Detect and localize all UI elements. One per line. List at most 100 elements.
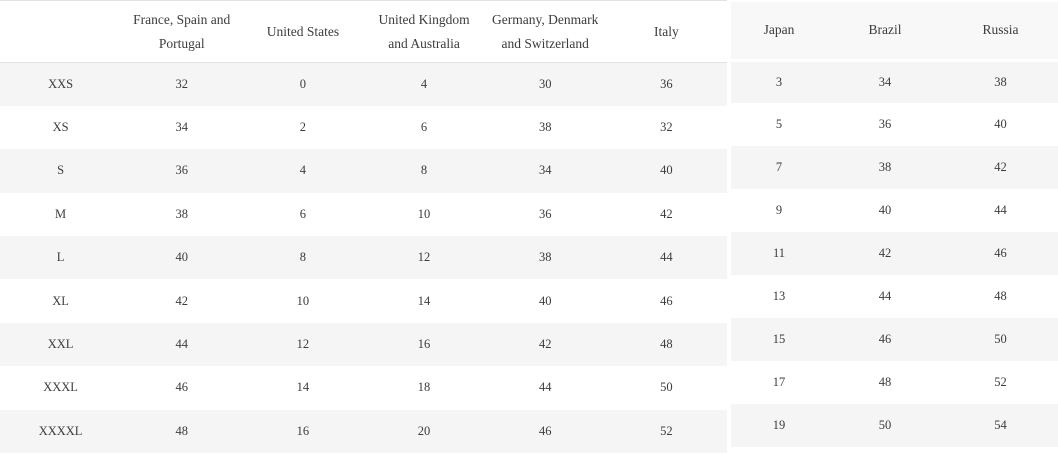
size-cell: 11 (772, 246, 786, 260)
table-row: 17 48 52 (731, 361, 1058, 404)
size-cell: 32 (175, 76, 188, 91)
size-cell: 46 (175, 380, 188, 395)
header-row: France, Spain and Portugal United States U… (0, 1, 727, 63)
size-cell: 36 (660, 76, 673, 91)
table-row: XXS 32 0 4 30 36 (0, 62, 727, 106)
size-cell: 0 (299, 76, 307, 91)
table-row: L 40 8 12 38 44 (0, 236, 727, 280)
size-label: XXXXL (38, 423, 83, 438)
size-cell: 48 (994, 289, 1007, 303)
size-cell: 46 (538, 423, 552, 438)
table-row: 9 40 44 (731, 189, 1058, 232)
table-row: 7 38 42 (731, 146, 1058, 189)
size-cell: 36 (538, 206, 552, 221)
size-cell: 30 (538, 76, 552, 91)
table-row: 19 50 54 (731, 404, 1058, 447)
size-cell: 10 (417, 206, 431, 221)
size-cell: 40 (878, 203, 892, 217)
size-cell: 6 (299, 206, 307, 221)
size-cell: 52 (660, 423, 673, 438)
size-cell: 40 (994, 117, 1007, 131)
size-cell: 48 (175, 423, 188, 438)
size-cell: 8 (299, 250, 307, 265)
size-cell: 46 (660, 293, 673, 308)
table-row: 3 34 38 (731, 60, 1058, 103)
size-cell: 44 (175, 337, 188, 352)
table-row: 15 46 50 (731, 318, 1058, 361)
size-cell: 16 (417, 337, 431, 352)
table-row: XXL 44 12 16 42 48 (0, 322, 727, 367)
size-cell: 34 (175, 120, 188, 135)
size-cell: 42 (538, 337, 552, 352)
size-cell: 50 (878, 418, 892, 432)
column-header: France, Spain and Portugal (133, 11, 231, 51)
size-table-eastern-header: Japan Brazil Russia (731, 2, 1058, 60)
size-cell: 36 (878, 117, 892, 131)
size-cell: 40 (660, 163, 673, 178)
size-cell: 12 (417, 250, 431, 265)
table-row: S 36 4 8 34 40 (0, 149, 727, 193)
size-cell: 4 (420, 76, 428, 91)
size-table-western: France, Spain and Portugal United States U… (0, 0, 727, 454)
size-label: XL (52, 293, 69, 308)
size-cell: 48 (660, 337, 673, 352)
size-cell: 46 (878, 332, 892, 346)
size-cell: 16 (296, 423, 310, 438)
table-row: XXXXL 48 16 20 46 52 (0, 409, 727, 454)
size-label: S (57, 163, 65, 178)
column-header: Italy (654, 23, 679, 39)
size-cell: 14 (296, 380, 310, 395)
size-cell: 38 (878, 160, 892, 174)
size-cell: 42 (878, 246, 892, 260)
size-label: XXL (47, 337, 74, 352)
size-cell: 42 (175, 293, 188, 308)
size-cell: 4 (299, 163, 307, 178)
size-cell: 44 (878, 289, 892, 303)
size-cell: 2 (299, 120, 307, 135)
size-table-eastern-body: 3 34 38 5 36 40 7 38 42 9 40 44 11 42 46 13 44 48 15 46 50 17… (731, 60, 1058, 447)
header-row: Japan Brazil Russia (731, 2, 1058, 60)
size-cell: 15 (772, 332, 786, 346)
column-header: Japan (763, 22, 795, 38)
size-label: XXXL (43, 380, 78, 395)
size-cell: 42 (660, 206, 673, 221)
table-row: 13 44 48 (731, 275, 1058, 318)
size-cell: 54 (994, 418, 1007, 432)
size-cell: 42 (994, 160, 1007, 174)
size-label: L (56, 250, 65, 265)
size-cell: 9 (775, 203, 783, 217)
size-column-header-empty (0, 1, 121, 63)
size-cell: 38 (175, 206, 188, 221)
size-cell: 40 (538, 293, 552, 308)
size-cell: 34 (538, 163, 552, 178)
column-header: Germany, Denmark and Switzerland (492, 11, 599, 51)
table-row: XL 42 10 14 40 46 (0, 279, 727, 322)
size-cell: 5 (775, 117, 783, 131)
size-label: M (55, 206, 67, 221)
size-cell: 12 (296, 337, 310, 352)
size-cell: 14 (417, 293, 431, 308)
column-header: United States (266, 23, 340, 39)
size-cell: 44 (660, 250, 673, 265)
size-table-western-body: XXS 32 0 4 30 36 XS 34 2 6 38 32 S 36 4 8 34 40 M 38 6 10 36 42… (0, 62, 727, 454)
size-cell: 18 (417, 380, 431, 395)
size-cell: 6 (420, 120, 428, 135)
size-cell: 48 (878, 375, 892, 389)
size-cell: 46 (994, 246, 1007, 260)
size-label: XS (52, 120, 69, 135)
size-label: XXS (48, 76, 74, 91)
size-cell: 38 (994, 74, 1007, 89)
size-cell: 3 (775, 74, 783, 89)
size-cell: 38 (538, 250, 552, 265)
size-table-western-header: France, Spain and Portugal United States U… (0, 1, 727, 63)
size-cell: 50 (994, 332, 1007, 346)
size-table-eastern-container: Japan Brazil Russia 3 34 38 5 36 40 7 38 42 9 40 44 11… (731, 0, 1058, 447)
size-cell: 32 (660, 120, 673, 135)
size-cell: 50 (660, 380, 673, 395)
size-cell: 8 (420, 163, 428, 178)
size-cell: 40 (175, 250, 188, 265)
size-cell: 13 (772, 289, 786, 303)
size-cell: 17 (772, 375, 786, 389)
table-row: XS 34 2 6 38 32 (0, 106, 727, 149)
